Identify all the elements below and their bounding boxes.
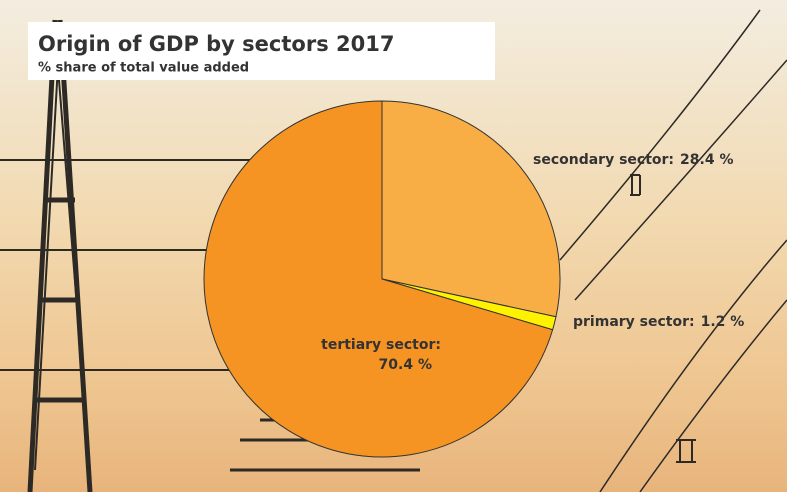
pie-slice	[381, 100, 561, 318]
title-box	[28, 22, 495, 80]
value-label: 1.2 %	[701, 314, 745, 330]
category-label: primary sector:	[573, 314, 695, 330]
chart-title: Origin of GDP by sectors 2017	[38, 32, 394, 56]
category-label: secondary sector:	[533, 152, 674, 168]
value-label: 28.4 %	[680, 152, 733, 168]
category-label: tertiary sector:	[321, 337, 441, 353]
value-label: 70.4 %	[379, 357, 432, 373]
pie-slice	[203, 100, 554, 458]
pylon-decoration	[0, 9, 787, 492]
chart-subtitle: % share of total value added	[38, 61, 249, 76]
slice-label: primary sector: 1.2 %	[573, 314, 744, 330]
slice-label: secondary sector: 28.4 %	[533, 152, 733, 168]
